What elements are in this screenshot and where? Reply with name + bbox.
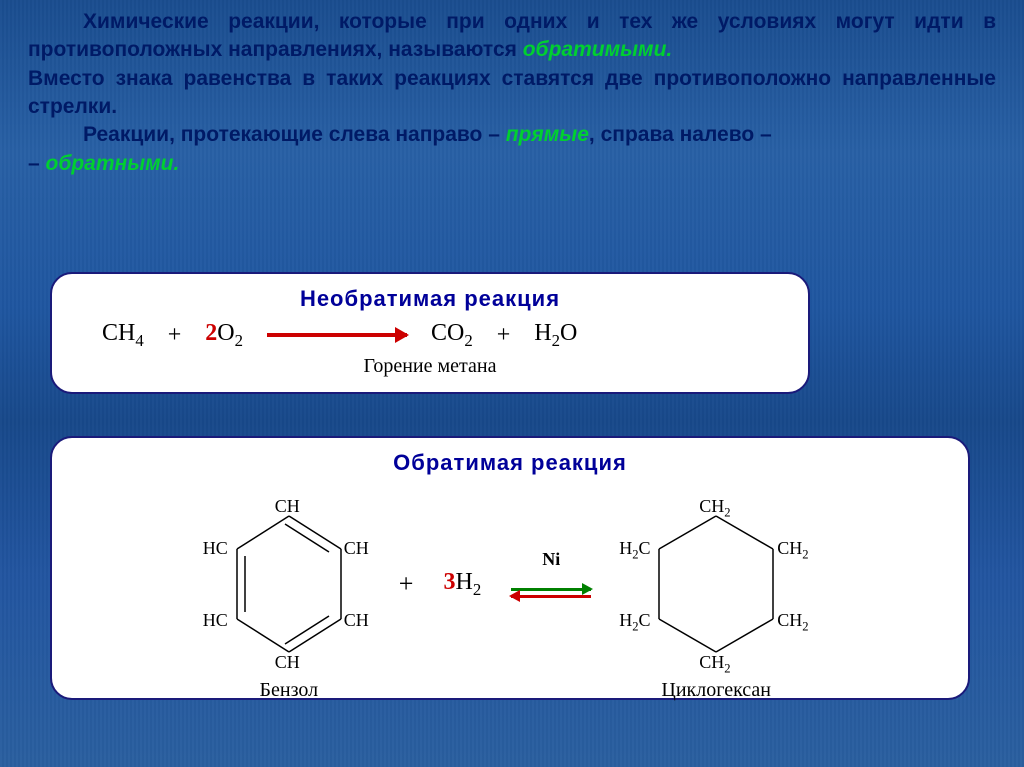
ch-top: CH — [275, 496, 300, 517]
ch2-tr: CH2 — [777, 538, 808, 563]
p-line5b: , справа налево – — [589, 123, 772, 146]
equation-hydrogenation: CH CH CH CH HC HC Бензол + 3H2 Ni — [82, 484, 938, 684]
product-co2: CO2 — [431, 320, 473, 351]
benzene-structure: CH CH CH CH HC HC Бензол — [209, 494, 369, 674]
p-dash: – — [28, 152, 46, 175]
ch-bl: HC — [203, 610, 228, 631]
benzene-caption: Бензол — [209, 679, 369, 702]
panel-reversible: Обратимая реакция CH CH CH CH HC HC Бенз… — [50, 436, 970, 700]
p-highlight-1: обратимыми. — [523, 38, 673, 61]
cyclohexane-caption: Циклогексан — [621, 679, 811, 702]
reversible-arrows: Ni — [511, 571, 591, 598]
panel1-caption: Горение метана — [82, 355, 778, 378]
p-highlight-3: обратными. — [46, 152, 180, 175]
ch-br: CH — [344, 610, 369, 631]
ch2-bot: CH2 — [699, 652, 730, 677]
p-line1: Химические реакции, которые при одних и … — [83, 10, 816, 33]
arrow-back-red-icon — [511, 595, 591, 598]
catalyst-label: Ni — [511, 549, 591, 570]
reactant-o2: 2O2 — [205, 320, 243, 351]
plus-1: + — [168, 322, 182, 349]
cyclohexane-structure: CH2 CH2 CH2 CH2 H2C H2C Циклогексан — [621, 494, 811, 674]
panel1-title: Необратимая реакция — [82, 286, 778, 312]
plus-3: + — [399, 569, 414, 599]
panel2-title: Обратимая реакция — [82, 450, 938, 476]
intro-paragraph: Химические реакции, которые при одних и … — [0, 0, 1024, 178]
plus-2: + — [497, 322, 511, 349]
ch-bot: CH — [275, 652, 300, 673]
reactant-ch4: CH4 — [102, 320, 144, 351]
arrow-forward-green-icon — [511, 588, 591, 591]
p-highlight-2: прямые — [506, 123, 589, 146]
reagent-h2: 3H2 — [443, 569, 481, 600]
p-line5a: Реакции, протекающие слева направо – — [83, 123, 506, 146]
arrow-forward-icon — [267, 333, 407, 337]
h2c-bl: H2C — [619, 610, 650, 635]
equation-combustion: CH4 + 2O2 CO2 + H2O — [82, 320, 778, 351]
ch-tl: HC — [203, 538, 228, 559]
panel-irreversible: Необратимая реакция CH4 + 2O2 CO2 + H2O … — [50, 272, 810, 394]
h2c-tl: H2C — [619, 538, 650, 563]
ch2-top: CH2 — [699, 496, 730, 521]
ch2-br: CH2 — [777, 610, 808, 635]
p-line4: Вместо знака равенства в таких реакциях … — [28, 67, 996, 118]
product-h2o: H2O — [534, 320, 577, 351]
ch-tr: CH — [344, 538, 369, 559]
